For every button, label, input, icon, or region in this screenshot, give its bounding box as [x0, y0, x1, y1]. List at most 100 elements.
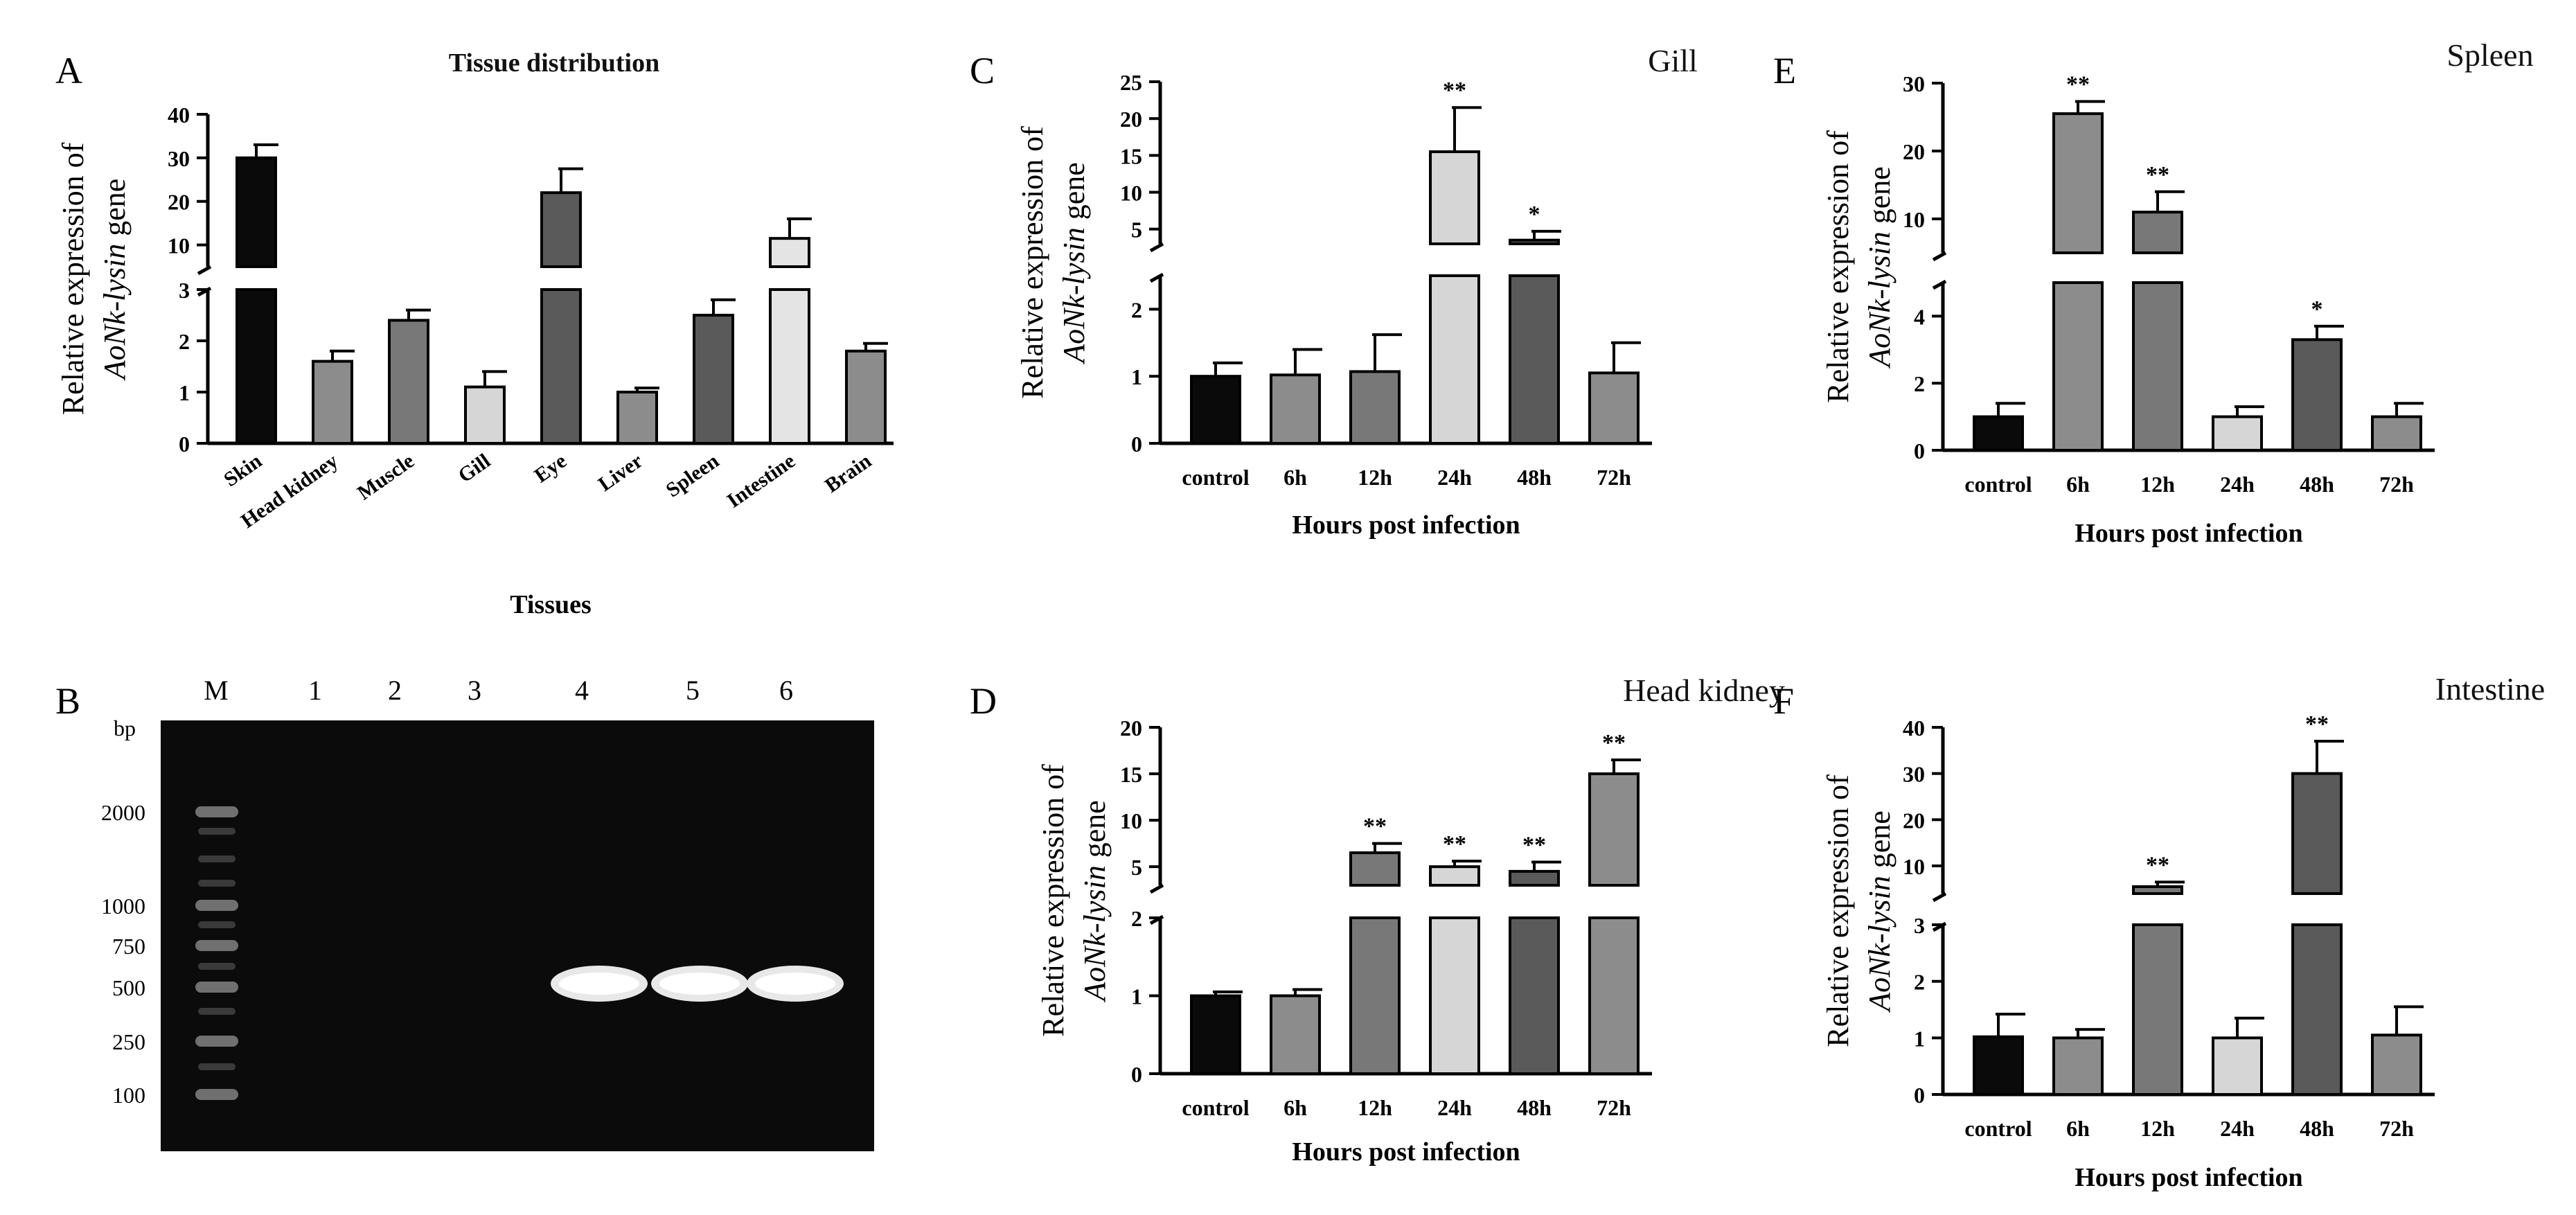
y-axis-break-mark [197, 265, 212, 276]
bar-lower-segment [1429, 274, 1480, 445]
bar [693, 314, 734, 445]
bar-lower-segment [769, 288, 810, 445]
significance-mark: ** [1522, 832, 1546, 858]
bar [1349, 370, 1401, 445]
bar [1973, 1035, 2024, 1096]
category-label: 12h [2140, 1116, 2175, 1141]
y-axis-label-line2: AoNk-lysin gene [1078, 800, 1112, 1003]
ladder-band [195, 1089, 238, 1100]
bar [1429, 865, 1480, 887]
category-label: control [1964, 1116, 2032, 1141]
bar [2132, 211, 2183, 255]
category-label: 72h [1597, 1095, 1631, 1120]
ladder-band [195, 1036, 238, 1047]
gene-name: AoNk-lysin [98, 244, 132, 382]
y-tick-label: 4 [1914, 304, 1925, 329]
category-label: Gill [454, 450, 495, 488]
gel-electrophoresis: M 1 2 3 4 5 6 bp 2000 1000 750 500 250 100 [101, 675, 874, 1151]
bar [2291, 772, 2343, 895]
y-tick-label: 15 [1120, 143, 1142, 168]
y-axis-break-mark [1932, 892, 1947, 903]
bar [1973, 415, 2024, 452]
y-axis-break-mark [1932, 251, 1947, 262]
category-label: Intestine [723, 450, 799, 513]
category-label: control [1182, 1095, 1249, 1120]
ladder-band [195, 900, 238, 911]
marker-size-label: 500 [112, 975, 145, 1000]
y-tick-label: 0 [1914, 1083, 1925, 1108]
bar [845, 349, 887, 445]
y-tick-label: 2 [1131, 906, 1142, 931]
x-axis-label: Hours post infection [2075, 519, 2302, 548]
y-tick-label: 25 [1120, 70, 1142, 95]
category-label: 72h [2379, 1116, 2414, 1141]
bar [2212, 1036, 2263, 1097]
y-axis-label-line1: Relative expression of [1821, 774, 1855, 1047]
chart-intestine: Intestine 0 1 2 3 10 20 30 40 Relative expression… [1821, 671, 2545, 1192]
significance-mark: ** [2146, 852, 2169, 878]
marker-size-label: 100 [112, 1083, 145, 1108]
ladder-band [198, 1063, 236, 1070]
y-tick-label: 10 [168, 233, 190, 258]
significance-mark: * [1529, 202, 1540, 227]
panel-letter-d: D [970, 680, 997, 722]
y-tick-label: 20 [1120, 716, 1142, 740]
gel-band [659, 973, 740, 995]
y-axis-break-mark [1932, 921, 1947, 932]
ladder-band [198, 855, 236, 862]
gel-band [559, 973, 639, 995]
significance-mark: ** [1363, 814, 1387, 840]
y-tick-label: 20 [168, 190, 190, 215]
marker-size-label: 750 [112, 934, 145, 959]
y-tick-label: 1 [179, 380, 190, 405]
y-tick-label: 20 [1903, 808, 1925, 833]
y-tick-label: 40 [1903, 716, 1925, 740]
bar [2052, 1036, 2104, 1097]
ladder-band [198, 880, 236, 887]
y-axis-label-line1: Relative expression of [56, 142, 90, 415]
category-label: 72h [1597, 465, 1631, 490]
significance-mark: ** [2146, 162, 2169, 188]
y-tick-label: 20 [1903, 139, 1925, 164]
category-label: 48h [2300, 472, 2334, 497]
chart-spleen: Spleen 0 2 4 10 20 30 Relative expression of AoN… [1821, 37, 2534, 548]
bar-lower-segment [1509, 916, 1560, 1075]
gel-lane-label: 2 [388, 675, 402, 706]
category-label: 48h [2300, 1116, 2334, 1141]
bar [1509, 869, 1560, 887]
gene-suffix: gene [1863, 810, 1897, 876]
category-label: 24h [1437, 465, 1472, 490]
bar-lower-segment [1429, 916, 1480, 1075]
marker-size-label: 250 [112, 1029, 145, 1054]
gel-unit-label: bp [114, 716, 136, 740]
category-label: Spleen [661, 450, 723, 502]
gel-lane-label: 5 [686, 675, 700, 706]
gel-lane-label: M [204, 675, 229, 706]
bar [2052, 112, 2104, 254]
y-axis-break-mark [1149, 914, 1164, 925]
significance-mark: ** [2305, 711, 2329, 737]
y-axis-break-mark [1149, 272, 1164, 283]
bar-lower-segment [236, 288, 277, 445]
bar [464, 385, 506, 445]
category-label: 6h [1283, 1095, 1307, 1120]
bar [388, 319, 429, 445]
chart-tissue-distribution: Tissue distribution 0 1 2 3 10 20 30 40 Relative … [56, 48, 894, 619]
y-axis-label-line1: Relative expression of [1036, 764, 1070, 1037]
marker-size-label: 2000 [101, 800, 145, 825]
panel-letter-f: F [1773, 680, 1794, 722]
gel-band [755, 973, 835, 995]
bar [1190, 994, 1241, 1075]
category-label: 6h [2066, 472, 2090, 497]
gene-name: AoNk-lysin [1863, 876, 1897, 1013]
x-axis-label: Hours post infection [2075, 1163, 2302, 1192]
y-tick-label: 30 [168, 146, 190, 171]
chart-title: Gill [1648, 43, 1698, 78]
gel-lane-label: 4 [575, 675, 589, 706]
category-label: control [1964, 472, 2032, 497]
bar [2371, 1034, 2422, 1096]
chart-title: Head kidney [1623, 673, 1785, 708]
category-label: 48h [1517, 1095, 1552, 1120]
category-label: Brain [821, 450, 876, 497]
